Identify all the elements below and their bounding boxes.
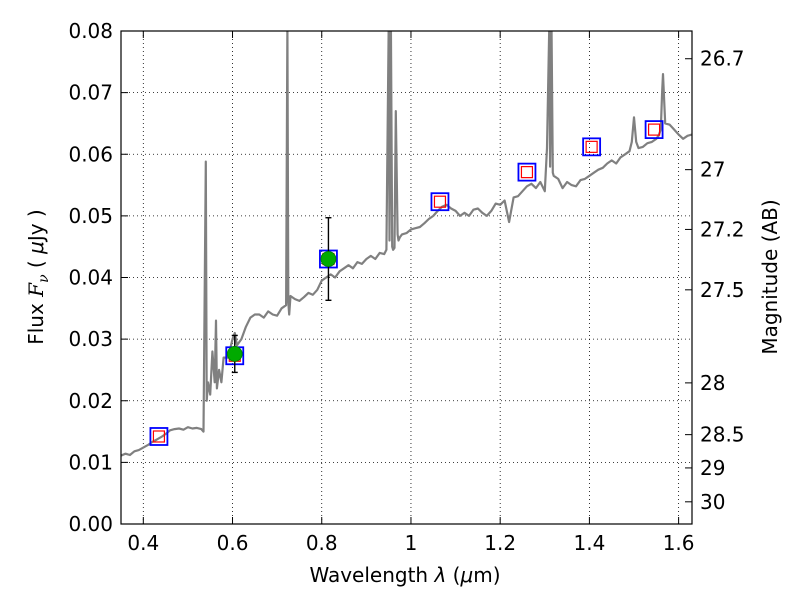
y-tick-label: 0.00 <box>68 512 113 536</box>
x-tick-label: 0.8 <box>306 531 338 555</box>
x-tick-label: 0.4 <box>127 531 159 555</box>
axis-ticks <box>121 30 692 525</box>
model-point-outer-square <box>582 137 602 157</box>
y-tick-label: 0.02 <box>68 389 113 413</box>
y2-tick-label: 29 <box>700 456 725 480</box>
model-photometry-point <box>149 427 169 446</box>
y2-tick-label: 28.5 <box>700 423 745 447</box>
model-point-inner-square <box>433 195 447 208</box>
model-photometry-point <box>582 137 602 157</box>
y-tick-label: 0.03 <box>68 327 113 351</box>
model-point-inner-square <box>647 123 661 136</box>
y-tick-label: 0.06 <box>68 142 113 166</box>
model-photometry-point <box>430 192 450 212</box>
x-axis-label: Wavelength λ (μm) <box>309 563 500 587</box>
observed-photometry-point <box>226 334 243 374</box>
y-tick-label: 0.05 <box>68 204 113 228</box>
model-point-outer-square <box>644 120 664 139</box>
y2-tick-label: 30 <box>700 490 725 514</box>
y2-tick-label: 28 <box>700 371 725 395</box>
y-tick-label: 0.08 <box>68 19 113 43</box>
y-tick-label: 0.07 <box>68 81 113 105</box>
y-tick-label: 0.01 <box>68 450 113 474</box>
model-point-inner-square <box>585 140 598 153</box>
x-tick-label: 1 <box>405 531 418 555</box>
model-point-outer-square <box>517 162 537 182</box>
y2-tick-label: 27.2 <box>700 217 745 241</box>
model-point-inner-square <box>152 430 166 443</box>
model-photometry-point <box>644 120 664 139</box>
x-tick-label: 1.2 <box>484 531 516 555</box>
observed-photometry-point <box>320 217 337 302</box>
y-tick-label: 0.04 <box>68 266 113 290</box>
axis-tick-labels: 0.4 0.6 0.8 1 1.2 1.4 1.6 0.00 0.01 0.02 0.03 0.04 0… <box>68 19 744 555</box>
model-point-outer-square <box>149 427 169 446</box>
x-tick-label: 1.6 <box>663 531 695 555</box>
y-axis-label: Flux Fν ( μJy ) <box>24 209 52 345</box>
sed-model-line <box>121 31 692 457</box>
model-point-outer-square <box>430 192 450 212</box>
model-photometry-point <box>517 162 537 182</box>
model-point-inner-square <box>520 166 534 179</box>
y2-tick-label: 27.5 <box>700 278 745 302</box>
observed-photometry-points <box>226 217 337 374</box>
x-tick-label: 1.4 <box>573 531 605 555</box>
y2-tick-label: 27 <box>700 158 725 182</box>
y2-tick-label: 26.7 <box>700 47 745 71</box>
y2-axis-label: Magnitude (AB) <box>758 199 782 354</box>
observed-point-marker <box>320 251 337 267</box>
sed-model-series <box>121 31 692 457</box>
observed-point-marker <box>226 346 243 362</box>
x-tick-label: 0.6 <box>217 531 249 555</box>
